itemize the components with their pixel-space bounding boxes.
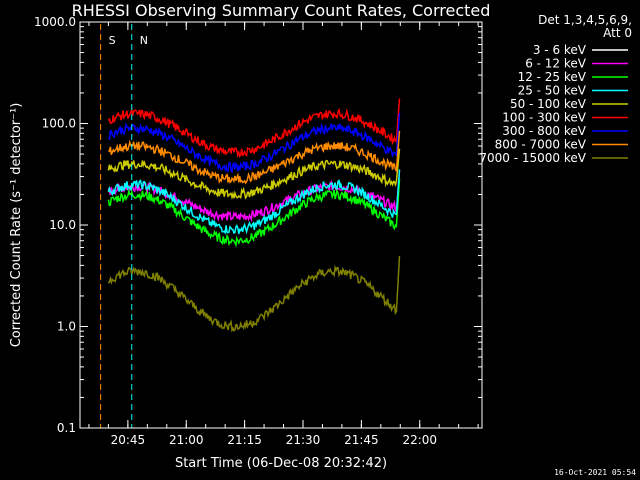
x-axis-label: Start Time (06-Dec-08 20:32:42): [175, 456, 387, 471]
series-line: [107, 256, 401, 333]
legend-label: 12 - 25 keV: [518, 70, 587, 84]
series-line: [107, 191, 401, 267]
legend-label: 6 - 12 keV: [525, 57, 587, 71]
legend-header-line: Det 1,3,4,5,6,9,: [538, 13, 632, 27]
series-line: [107, 98, 401, 159]
y-tick-label: 10.0: [49, 218, 76, 232]
y-tick-label: 100.0: [42, 117, 76, 131]
series-line: [107, 169, 401, 235]
y-tick-label: 1.0: [57, 320, 76, 334]
chart-title: RHESSI Observing Summary Count Rates, Co…: [72, 1, 491, 20]
legend-label: 300 - 800 keV: [502, 124, 586, 138]
x-tick-label: 22:00: [402, 433, 437, 447]
x-tick-label: 21:15: [227, 433, 262, 447]
y-tick-label: 1000.0: [34, 15, 76, 29]
legend-header-line: Att 0: [603, 26, 632, 40]
series-line: [107, 148, 401, 201]
y-tick-label: 0.1: [57, 421, 76, 435]
series-line: [107, 112, 401, 174]
legend-label: 7000 - 15000 keV: [479, 151, 586, 165]
marker-label: S: [109, 34, 116, 47]
x-tick-label: 21:30: [286, 433, 321, 447]
legend-label: 100 - 300 keV: [502, 111, 586, 125]
x-tick-label: 20:45: [111, 433, 146, 447]
series-line: [107, 179, 401, 248]
legend-label: 25 - 50 keV: [518, 84, 587, 98]
legend-label: 3 - 6 keV: [533, 43, 587, 57]
y-axis-label: Corrected Count Rate (s⁻¹ detector⁻¹): [9, 103, 24, 348]
legend-label: 50 - 100 keV: [510, 97, 587, 111]
x-tick-label: 21:45: [344, 433, 379, 447]
series-line: [107, 130, 401, 185]
y-axis: 0.1 1.0 10.0 100.0 1000.0: [34, 15, 482, 435]
legend-label: 800 - 7000 keV: [495, 138, 587, 152]
x-axis: 20:45 21:00 21:15 21:30 21:45 22:00: [88, 22, 479, 447]
marker-label: N: [140, 34, 148, 47]
timestamp: 16-Oct-2021 05:54: [554, 468, 636, 477]
x-tick-label: 21:00: [169, 433, 204, 447]
